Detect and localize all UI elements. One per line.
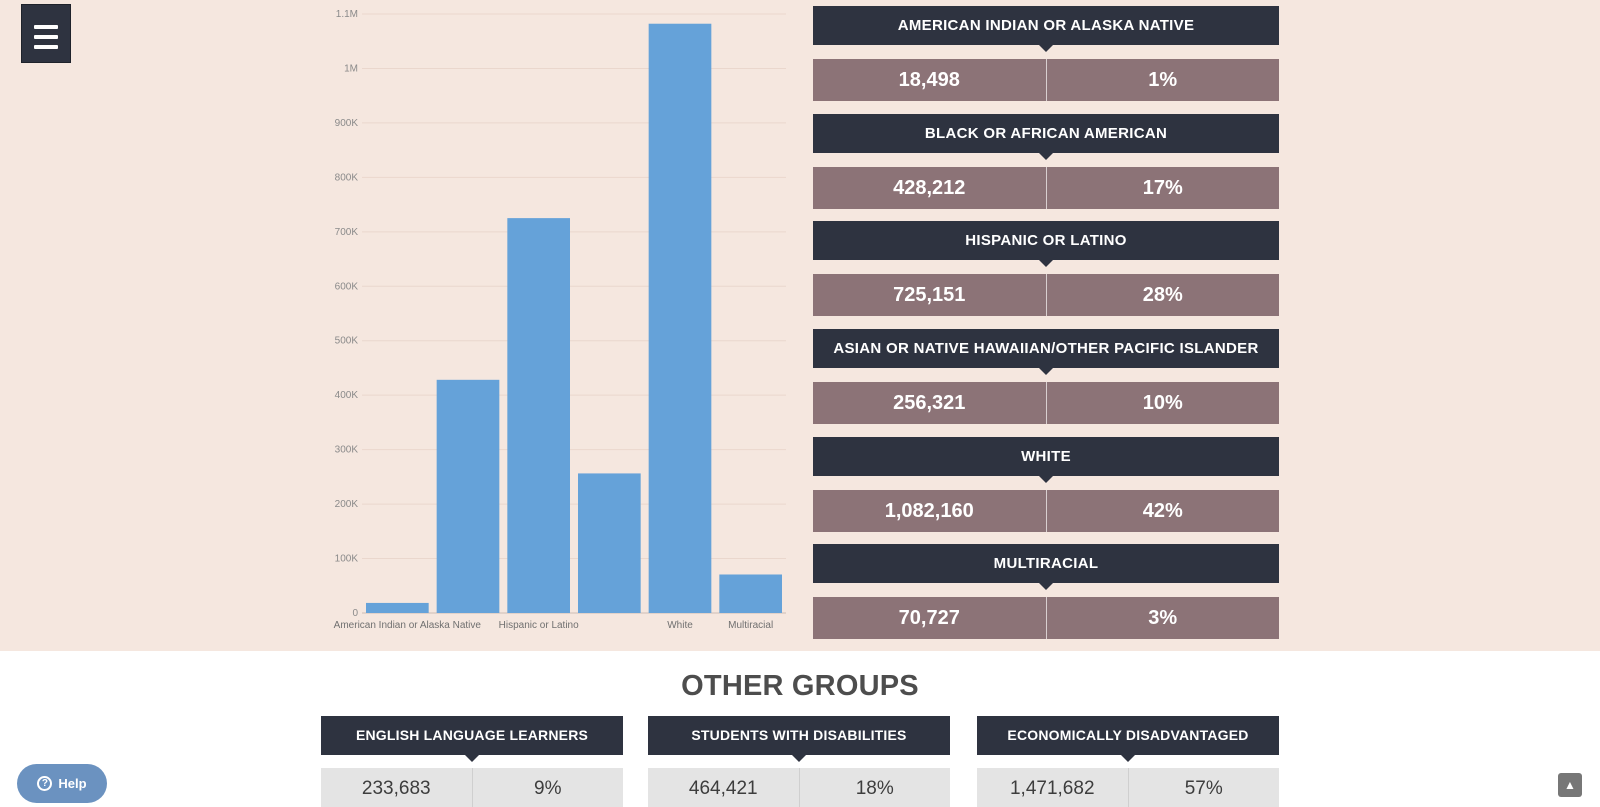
y-tick-label: 600K — [335, 281, 359, 292]
hamburger-menu-icon — [34, 25, 58, 29]
y-tick-label: 400K — [335, 390, 359, 401]
enrollment-bar-chart: 0 100K 200K 300K 400K 500K 600K 700K 800K 900K 1M 1… — [334, 9, 786, 631]
group-card: ENGLISH LANGUAGE LEARNERS 233,683 9% — [321, 716, 623, 807]
y-tick-label: 700K — [335, 227, 359, 238]
hamburger-menu-icon — [34, 35, 58, 39]
ethnicity-percent: 3% — [1045, 597, 1280, 639]
y-tick-label: 1.1M — [336, 9, 358, 20]
ethnicity-count: 256,321 — [893, 392, 966, 414]
ethnicity-card: MULTIRACIAL 70,727 3% — [813, 544, 1279, 639]
group-count: 464,421 — [688, 778, 758, 799]
bar-6 — [719, 574, 782, 613]
ethnicity-percent: 17% — [1045, 167, 1280, 209]
ethnicity-label: ASIAN OR NATIVE HAWAIIAN/OTHER PACIFIC I… — [813, 329, 1279, 375]
y-tick-label: 100K — [335, 554, 359, 565]
ethnicity-card: HISPANIC OR LATINO 725,151 28% — [813, 221, 1279, 316]
y-tick-label: 300K — [335, 445, 359, 456]
demographics-section — [0, 0, 1600, 651]
ethnicity-count: 725,151 — [893, 284, 966, 306]
ethnicity-count: 70,727 — [898, 607, 960, 629]
ethnicity-label: WHITE — [813, 437, 1279, 483]
ethnicity-label: AMERICAN INDIAN OR ALASKA NATIVE — [813, 6, 1279, 52]
other-groups-title: OTHER GROUPS — [681, 670, 919, 702]
ethnicity-card: ASIAN OR NATIVE HAWAIIAN/OTHER PACIFIC I… — [813, 329, 1279, 424]
ethnicity-card: WHITE 1,082,160 42% — [813, 437, 1279, 532]
y-tick-label: 1M — [344, 63, 358, 74]
ethnicity-label: MULTIRACIAL — [813, 544, 1279, 590]
ethnicity-percent: 28% — [1045, 274, 1280, 316]
group-card: ECONOMICALLY DISADVANTAGED 1,471,682 57% — [977, 716, 1279, 807]
group-percent: 9% — [471, 768, 624, 807]
hamburger-menu-icon — [34, 45, 58, 49]
y-tick-label: 0 — [352, 608, 358, 619]
y-tick-label: 200K — [335, 499, 359, 510]
bar-2 — [436, 379, 500, 613]
x-tick-label: White — [667, 620, 693, 631]
group-label: ECONOMICALLY DISADVANTAGED — [977, 716, 1279, 762]
question-circle-icon: ? — [37, 776, 53, 791]
bar-1 — [366, 602, 429, 613]
group-percent: 18% — [798, 768, 951, 807]
y-tick-label: 900K — [335, 118, 359, 129]
x-tick-label: American Indian or Alaska Native — [334, 620, 482, 631]
y-tick-label: 800K — [335, 172, 359, 183]
ethnicity-percent: 10% — [1045, 382, 1280, 424]
ethnicity-count: 428,212 — [893, 177, 966, 199]
x-tick-label: Hispanic or Latino — [499, 620, 579, 631]
ethnicity-count: 1,082,160 — [884, 500, 974, 522]
menu-button[interactable] — [21, 4, 71, 63]
group-percent: 57% — [1127, 768, 1280, 807]
x-tick-label: Multiracial — [728, 620, 773, 631]
bar-5 — [648, 23, 712, 613]
ethnicity-count: 18,498 — [898, 69, 960, 91]
help-label: Help — [58, 776, 87, 791]
bar-4 — [578, 473, 641, 613]
group-label: ENGLISH LANGUAGE LEARNERS — [321, 716, 623, 762]
group-count: 1,471,682 — [1009, 778, 1095, 799]
group-label: STUDENTS WITH DISABILITIES — [648, 716, 950, 762]
chevron-up-icon: ▲ — [1564, 778, 1576, 792]
ethnicity-label: BLACK OR AFRICAN AMERICAN — [813, 114, 1279, 160]
ethnicity-card: BLACK OR AFRICAN AMERICAN 428,212 17% — [813, 114, 1279, 209]
ethnicity-card: AMERICAN INDIAN OR ALASKA NATIVE 18,498 … — [813, 6, 1279, 101]
group-card: STUDENTS WITH DISABILITIES 464,421 18% — [648, 716, 950, 807]
help-button[interactable]: ? Help — [17, 764, 107, 803]
ethnicity-label: HISPANIC OR LATINO — [813, 221, 1279, 267]
ethnicity-percent: 42% — [1045, 490, 1280, 532]
scroll-to-top-button[interactable]: ▲ — [1558, 773, 1582, 797]
ethnicity-percent: 1% — [1045, 59, 1280, 101]
y-tick-label: 500K — [335, 336, 359, 347]
group-count: 233,683 — [361, 778, 431, 799]
bar-3 — [507, 218, 570, 613]
